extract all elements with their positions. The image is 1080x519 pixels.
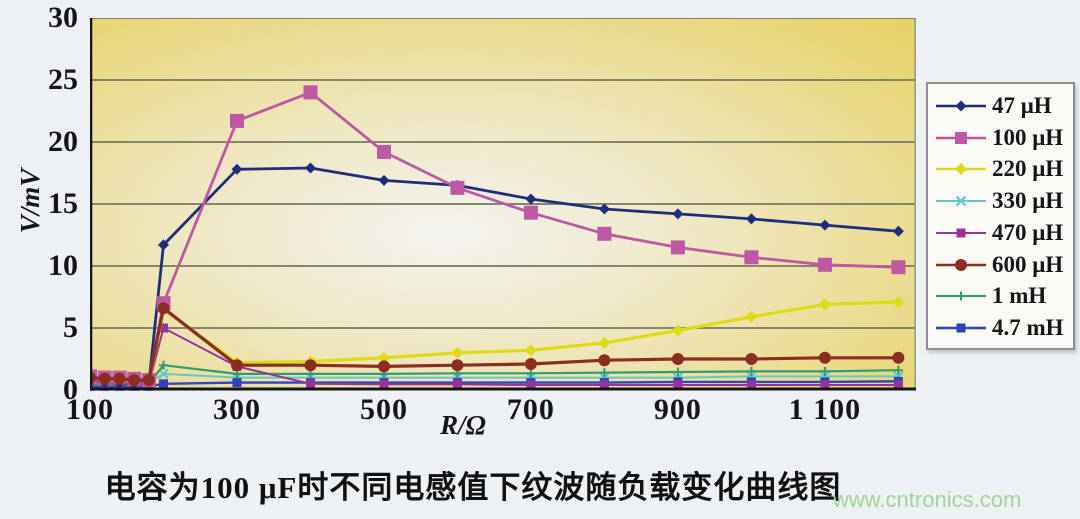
legend-item: 330 μH xyxy=(933,186,1071,216)
legend-marker-icon xyxy=(936,228,986,238)
legend-item-label: 220 μH xyxy=(992,156,1064,182)
x-axis-title: R/Ω xyxy=(440,410,486,440)
legend-item: 47 μH xyxy=(933,91,1071,121)
y-tick-label: 5 xyxy=(63,311,78,344)
x-tick-label: 500 xyxy=(359,393,408,426)
legend-marker-icon xyxy=(936,163,986,176)
legend-item: 470 μH xyxy=(933,218,1071,248)
legend-marker-icon xyxy=(936,131,986,144)
legend-item: 4.7 mH xyxy=(933,313,1071,343)
legend-item-label: 470 μH xyxy=(992,219,1064,245)
legend-marker-icon xyxy=(936,258,986,271)
chart-legend: 47 μH 100 μH 220 μH 330 μH 470 μH 600 μH 1 mH 4… xyxy=(926,82,1075,350)
chart-title: 电容为100 μF时不同电感值下纹波随负载变化曲线图 xyxy=(104,470,842,505)
x-tick-label: 1 100 xyxy=(788,393,862,426)
watermark: www.cntronics.com xyxy=(833,487,1022,512)
legend-marker-icon xyxy=(936,291,986,301)
y-tick-label: 0 xyxy=(63,373,78,406)
y-tick-label: 30 xyxy=(48,1,78,34)
legend-item: 600 μH xyxy=(933,250,1071,280)
legend-item: 220 μH xyxy=(933,154,1071,184)
legend-item-label: 4.7 mH xyxy=(992,314,1064,340)
legend-item: 1 mH xyxy=(933,281,1071,311)
legend-item-label: 600 μH xyxy=(992,251,1064,277)
legend-item: 100 μH xyxy=(933,123,1071,153)
legend-item-label: 1 mH xyxy=(992,283,1047,309)
legend-marker-icon xyxy=(936,195,986,207)
legend-marker-icon xyxy=(936,100,986,112)
y-tick-label: 25 xyxy=(48,63,78,96)
legend-marker-icon xyxy=(936,323,986,333)
legend-item-label: 100 μH xyxy=(992,124,1064,150)
y-tick-label: 10 xyxy=(48,249,78,282)
chart-plot-area xyxy=(90,18,917,391)
legend-item-label: 330 μH xyxy=(992,188,1064,214)
x-tick-label: 100 xyxy=(66,393,114,426)
y-tick-label: 20 xyxy=(48,125,78,158)
x-tick-label: 700 xyxy=(506,393,555,426)
y-tick-label: 15 xyxy=(48,187,78,220)
x-tick-label: 900 xyxy=(653,393,702,426)
x-tick-label: 300 xyxy=(212,393,261,426)
legend-item-label: 47 μH xyxy=(992,93,1052,118)
